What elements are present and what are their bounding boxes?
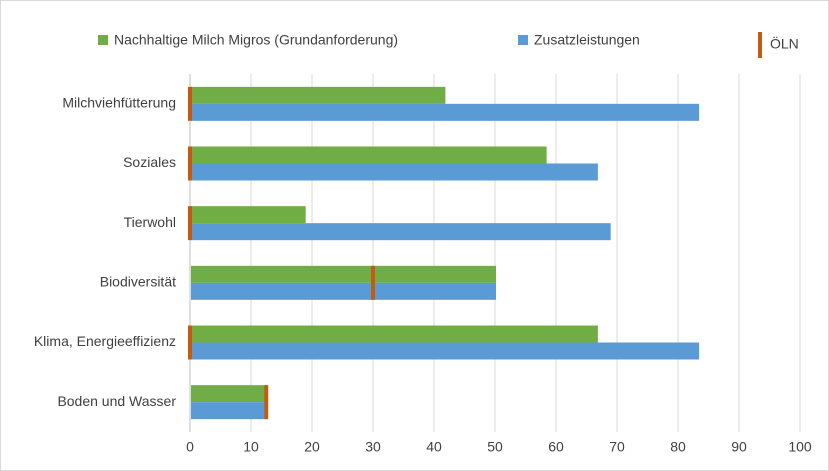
oln-marker	[188, 146, 192, 181]
bar	[191, 103, 700, 121]
bar	[191, 282, 496, 300]
bar	[191, 206, 306, 224]
x-tick-label: 100	[788, 439, 812, 455]
x-tick-label: 30	[365, 439, 381, 455]
bar	[191, 325, 598, 343]
oln-marker	[264, 385, 269, 420]
bar	[191, 86, 446, 104]
x-tick-label: 70	[609, 439, 625, 455]
y-tick-label: Tierwohl	[124, 214, 176, 230]
x-tick-label: 80	[670, 439, 686, 455]
oln-marker	[188, 206, 192, 241]
y-tick-label: Biodiversität	[100, 274, 176, 290]
y-tick-label: Klima, Energieeffizienz	[34, 333, 176, 349]
y-tick-label: Boden und Wasser	[57, 393, 176, 409]
oln-marker	[188, 325, 192, 360]
oln-marker	[188, 86, 192, 121]
bar	[191, 385, 268, 403]
x-tick-label: 90	[731, 439, 747, 455]
legend-swatch	[518, 35, 528, 45]
legend-swatch	[758, 32, 762, 58]
x-tick-label: 60	[548, 439, 564, 455]
bar	[191, 223, 611, 241]
bar	[191, 265, 496, 283]
y-tick-label: Soziales	[123, 154, 176, 170]
oln-marker	[371, 265, 375, 300]
bar	[191, 342, 700, 360]
legend-swatch	[98, 35, 108, 45]
bar	[191, 163, 598, 181]
x-tick-label: 0	[186, 439, 194, 455]
x-tick-label: 40	[426, 439, 442, 455]
legend-label: ÖLN	[770, 35, 799, 52]
bar	[191, 146, 547, 164]
legend-label: Zusatzleistungen	[534, 32, 640, 48]
y-tick-label: Milchviehfütterung	[62, 95, 176, 111]
bar	[191, 402, 268, 420]
legend-label: Nachhaltige Milch Migros (Grundanforderu…	[114, 32, 398, 48]
x-tick-label: 20	[304, 439, 320, 455]
x-tick-label: 10	[243, 439, 259, 455]
x-tick-label: 50	[487, 439, 503, 455]
